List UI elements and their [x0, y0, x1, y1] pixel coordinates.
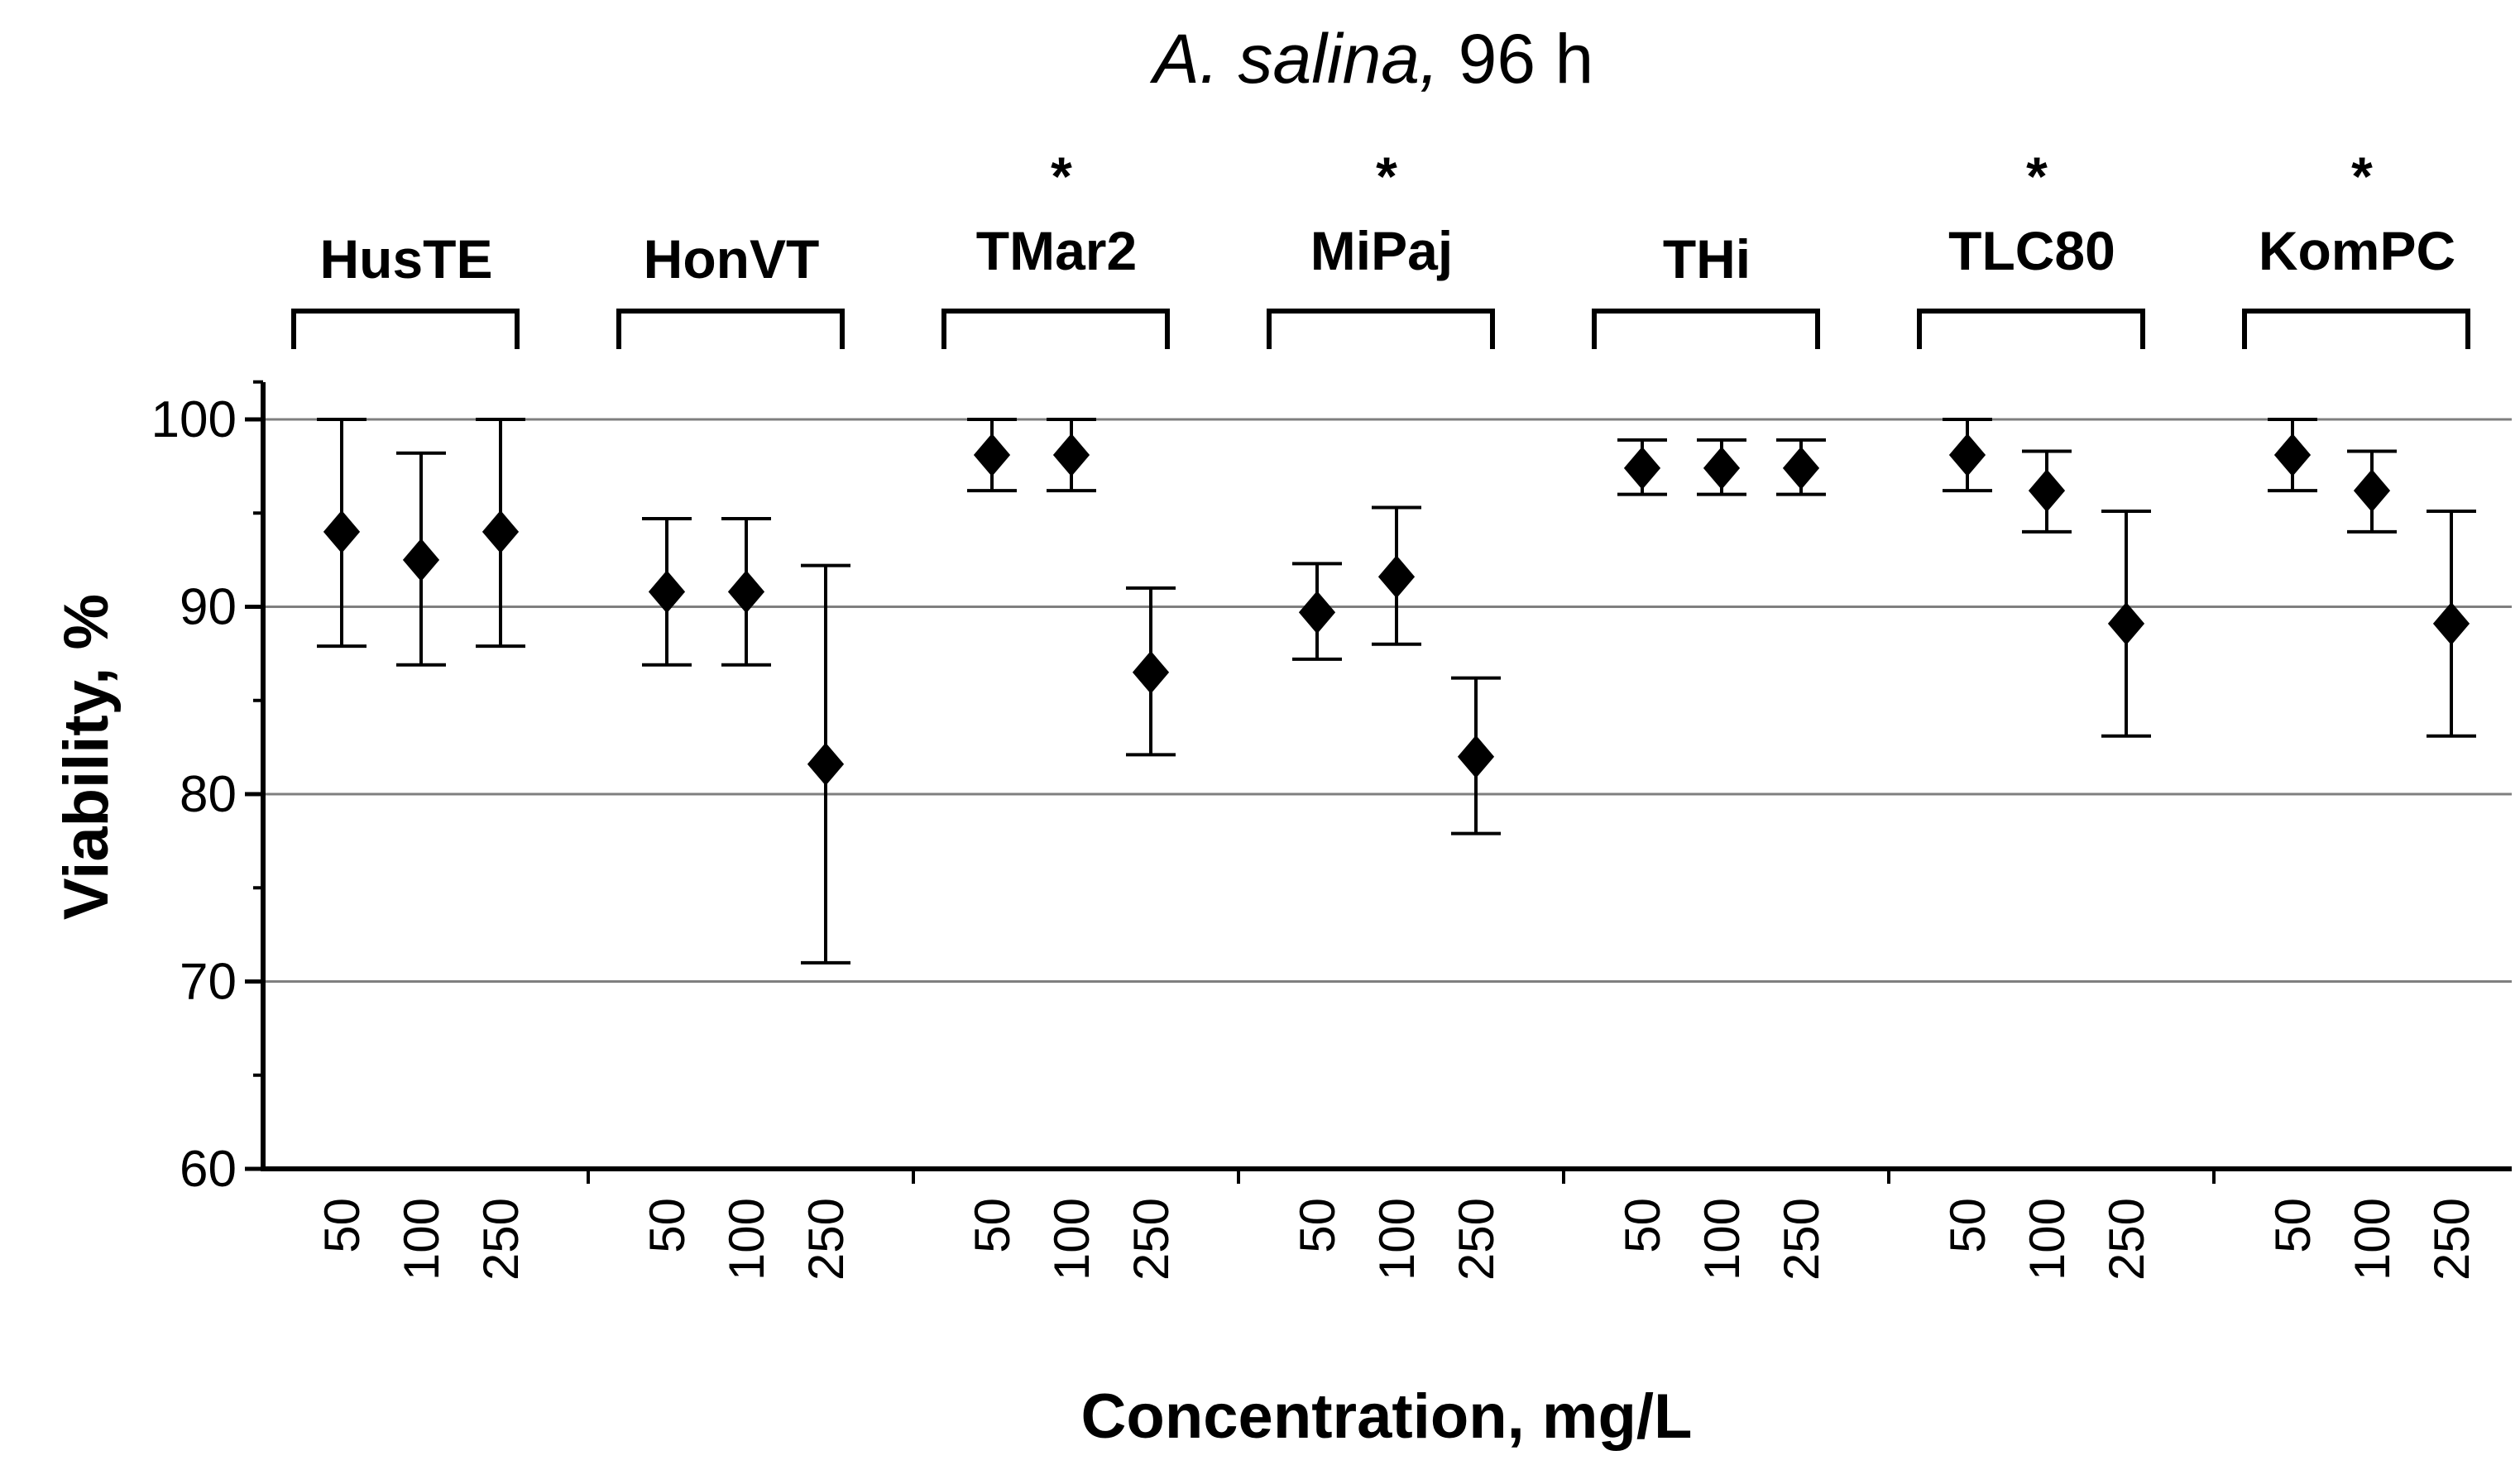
- xtick-label-mipaj-100: 100: [1369, 1198, 1425, 1281]
- marker-thi-100: [1703, 446, 1741, 490]
- gridlines: [263, 418, 2512, 983]
- xtick-label-tmar2-250: 250: [1123, 1198, 1179, 1281]
- xtick-label-honvt-50: 50: [640, 1198, 695, 1253]
- marker-tlc80-250: [2107, 601, 2145, 645]
- xtick-label-mipaj-250: 250: [1449, 1198, 1504, 1281]
- group-label-tmar2: TMar2: [976, 220, 1137, 281]
- xtick-label-mipaj-50: 50: [1290, 1198, 1345, 1253]
- group-label-thi: THi: [1663, 228, 1751, 290]
- marker-tlc80-100: [2028, 469, 2066, 513]
- marker-mipaj-50: [1298, 591, 1336, 634]
- marker-thi-50: [1623, 446, 1661, 490]
- significance-star-tlc80: *: [2026, 146, 2048, 207]
- marker-honvt-250: [807, 742, 845, 786]
- significance-star-tmar2: *: [1051, 146, 1072, 207]
- xtick-label-huste-50: 50: [314, 1198, 370, 1253]
- xtick-label-kompc-100: 100: [2345, 1198, 2400, 1281]
- xtick-label-tlc80-250: 250: [2099, 1198, 2154, 1281]
- chart-title-duration: 96 h: [1439, 20, 1593, 98]
- group-label-kompc: KomPC: [2259, 220, 2455, 281]
- marker-kompc-100: [2353, 469, 2391, 513]
- group-brackets: HusTE HonVT TMar2 * MiPaj * THi TLC80 * KomPC *: [291, 146, 2470, 349]
- marker-huste-250: [481, 510, 520, 553]
- group-label-honvt: HonVT: [644, 228, 820, 290]
- bracket-honvt: [616, 309, 845, 349]
- xtick-label-tmar2-50: 50: [965, 1198, 1020, 1253]
- bracket-tmar2: [941, 309, 1170, 349]
- group-label-tlc80: TLC80: [1948, 220, 2115, 281]
- marker-mipaj-250: [1457, 735, 1495, 778]
- significance-star-kompc: *: [2351, 146, 2373, 207]
- marker-tmar2-250: [1132, 650, 1170, 694]
- xtick-label-tmar2-100: 100: [1044, 1198, 1100, 1281]
- x-axis-label: Concentration, mg/L: [1081, 1381, 1693, 1452]
- data-points: [317, 418, 2476, 965]
- marker-mipaj-100: [1377, 555, 1416, 599]
- xtick-label-tlc80-50: 50: [1940, 1198, 1995, 1253]
- ytick-label-90: 90: [180, 579, 237, 636]
- marker-tmar2-50: [973, 433, 1011, 477]
- xtick-label-tlc80-100: 100: [2019, 1198, 2075, 1281]
- marker-honvt-100: [727, 570, 765, 614]
- xtick-label-thi-50: 50: [1615, 1198, 1670, 1253]
- ytick-label-80: 80: [180, 766, 237, 823]
- xtick-label-honvt-100: 100: [719, 1198, 774, 1281]
- marker-kompc-250: [2432, 601, 2470, 645]
- bracket-kompc: [2242, 309, 2470, 349]
- ytick-label-70: 70: [180, 954, 237, 1011]
- marker-tlc80-50: [1948, 433, 1986, 477]
- xtick-label-kompc-50: 50: [2265, 1198, 2321, 1253]
- group-label-mipaj: MiPaj: [1310, 220, 1453, 281]
- group-label-huste: HusTE: [319, 228, 492, 290]
- bracket-huste: [291, 309, 520, 349]
- bracket-thi: [1592, 309, 1820, 349]
- ytick-label-60: 60: [180, 1141, 237, 1198]
- xtick-label-thi-250: 250: [1774, 1198, 1829, 1281]
- chart-title-species: A. salina,: [1149, 20, 1440, 98]
- marker-kompc-50: [2273, 433, 2312, 477]
- marker-thi-250: [1782, 446, 1820, 490]
- chart-title: A. salina, 96 h: [1149, 20, 1593, 98]
- marker-huste-100: [402, 538, 440, 582]
- ytick-label-100: 100: [151, 391, 237, 448]
- marker-tmar2-100: [1052, 433, 1090, 477]
- marker-huste-50: [323, 510, 361, 553]
- bracket-tlc80: [1917, 309, 2145, 349]
- y-axis-label: Viability, %: [51, 594, 122, 920]
- bracket-mipaj: [1267, 309, 1495, 349]
- axes: 60 70 80 90 100 50 100 250 50 100 250 50 100 250 50 100…: [151, 380, 2512, 1281]
- marker-honvt-50: [648, 570, 686, 614]
- xtick-label-huste-250: 250: [473, 1198, 529, 1281]
- xtick-label-thi-100: 100: [1694, 1198, 1750, 1281]
- xtick-label-kompc-250: 250: [2424, 1198, 2479, 1281]
- significance-star-mipaj: *: [1376, 146, 1397, 207]
- xtick-label-honvt-250: 250: [798, 1198, 854, 1281]
- xtick-label-huste-100: 100: [394, 1198, 449, 1281]
